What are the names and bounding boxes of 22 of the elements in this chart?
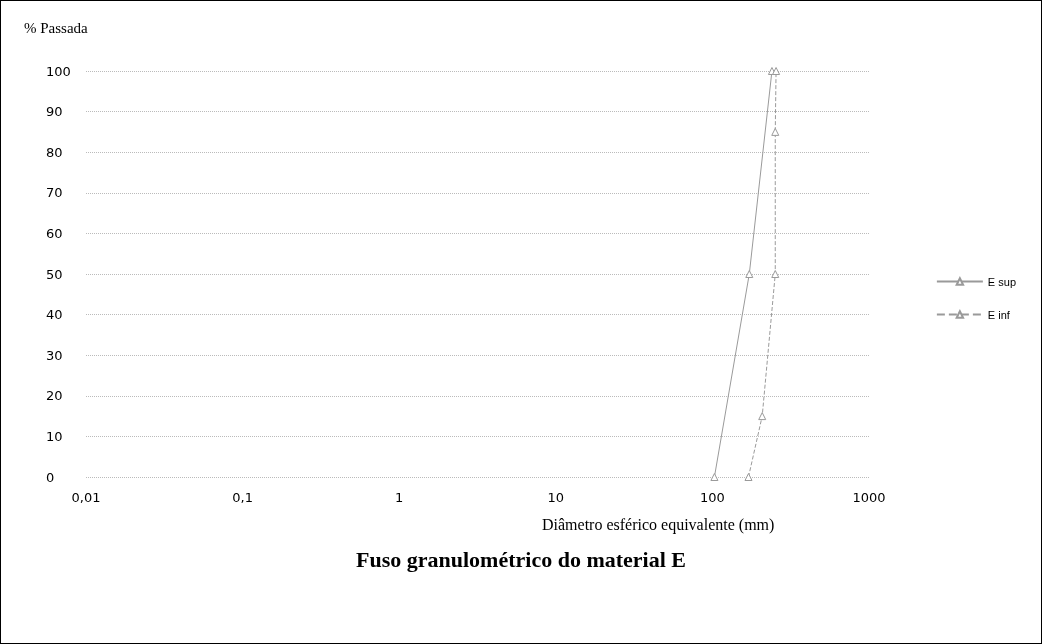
- text: Fuso granulométrico do material E: [356, 546, 686, 572]
- legend-label: E inf: [987, 308, 1011, 321]
- y-tick-label: 0: [46, 469, 55, 485]
- x-tick-label: 100: [699, 490, 725, 505]
- x-tick-label: 0,01: [71, 490, 101, 505]
- y-tick-label: 90: [46, 104, 63, 120]
- y-axis-title: % Passada: [24, 19, 89, 36]
- y-tick-label: 80: [46, 144, 63, 160]
- x-tick-label: 1000: [852, 490, 886, 505]
- x-axis-title: Diâmetro esférico equivalente (mm): [542, 515, 775, 534]
- legend-label: E sup: [987, 275, 1017, 288]
- x-tick-label: 10: [547, 490, 565, 505]
- x-tick-label: 1: [395, 490, 404, 505]
- y-tick-label: 100: [46, 63, 71, 79]
- y-tick-label: 20: [46, 388, 63, 404]
- y-tick-label: 30: [46, 347, 63, 363]
- y-tick-label: 60: [46, 225, 63, 241]
- y-tick-label: 40: [46, 307, 63, 323]
- x-tick-label: 0,1: [232, 490, 253, 505]
- y-tick-label: 10: [46, 428, 63, 444]
- y-tick-label: 50: [46, 266, 63, 282]
- y-tick-label: 70: [46, 185, 63, 201]
